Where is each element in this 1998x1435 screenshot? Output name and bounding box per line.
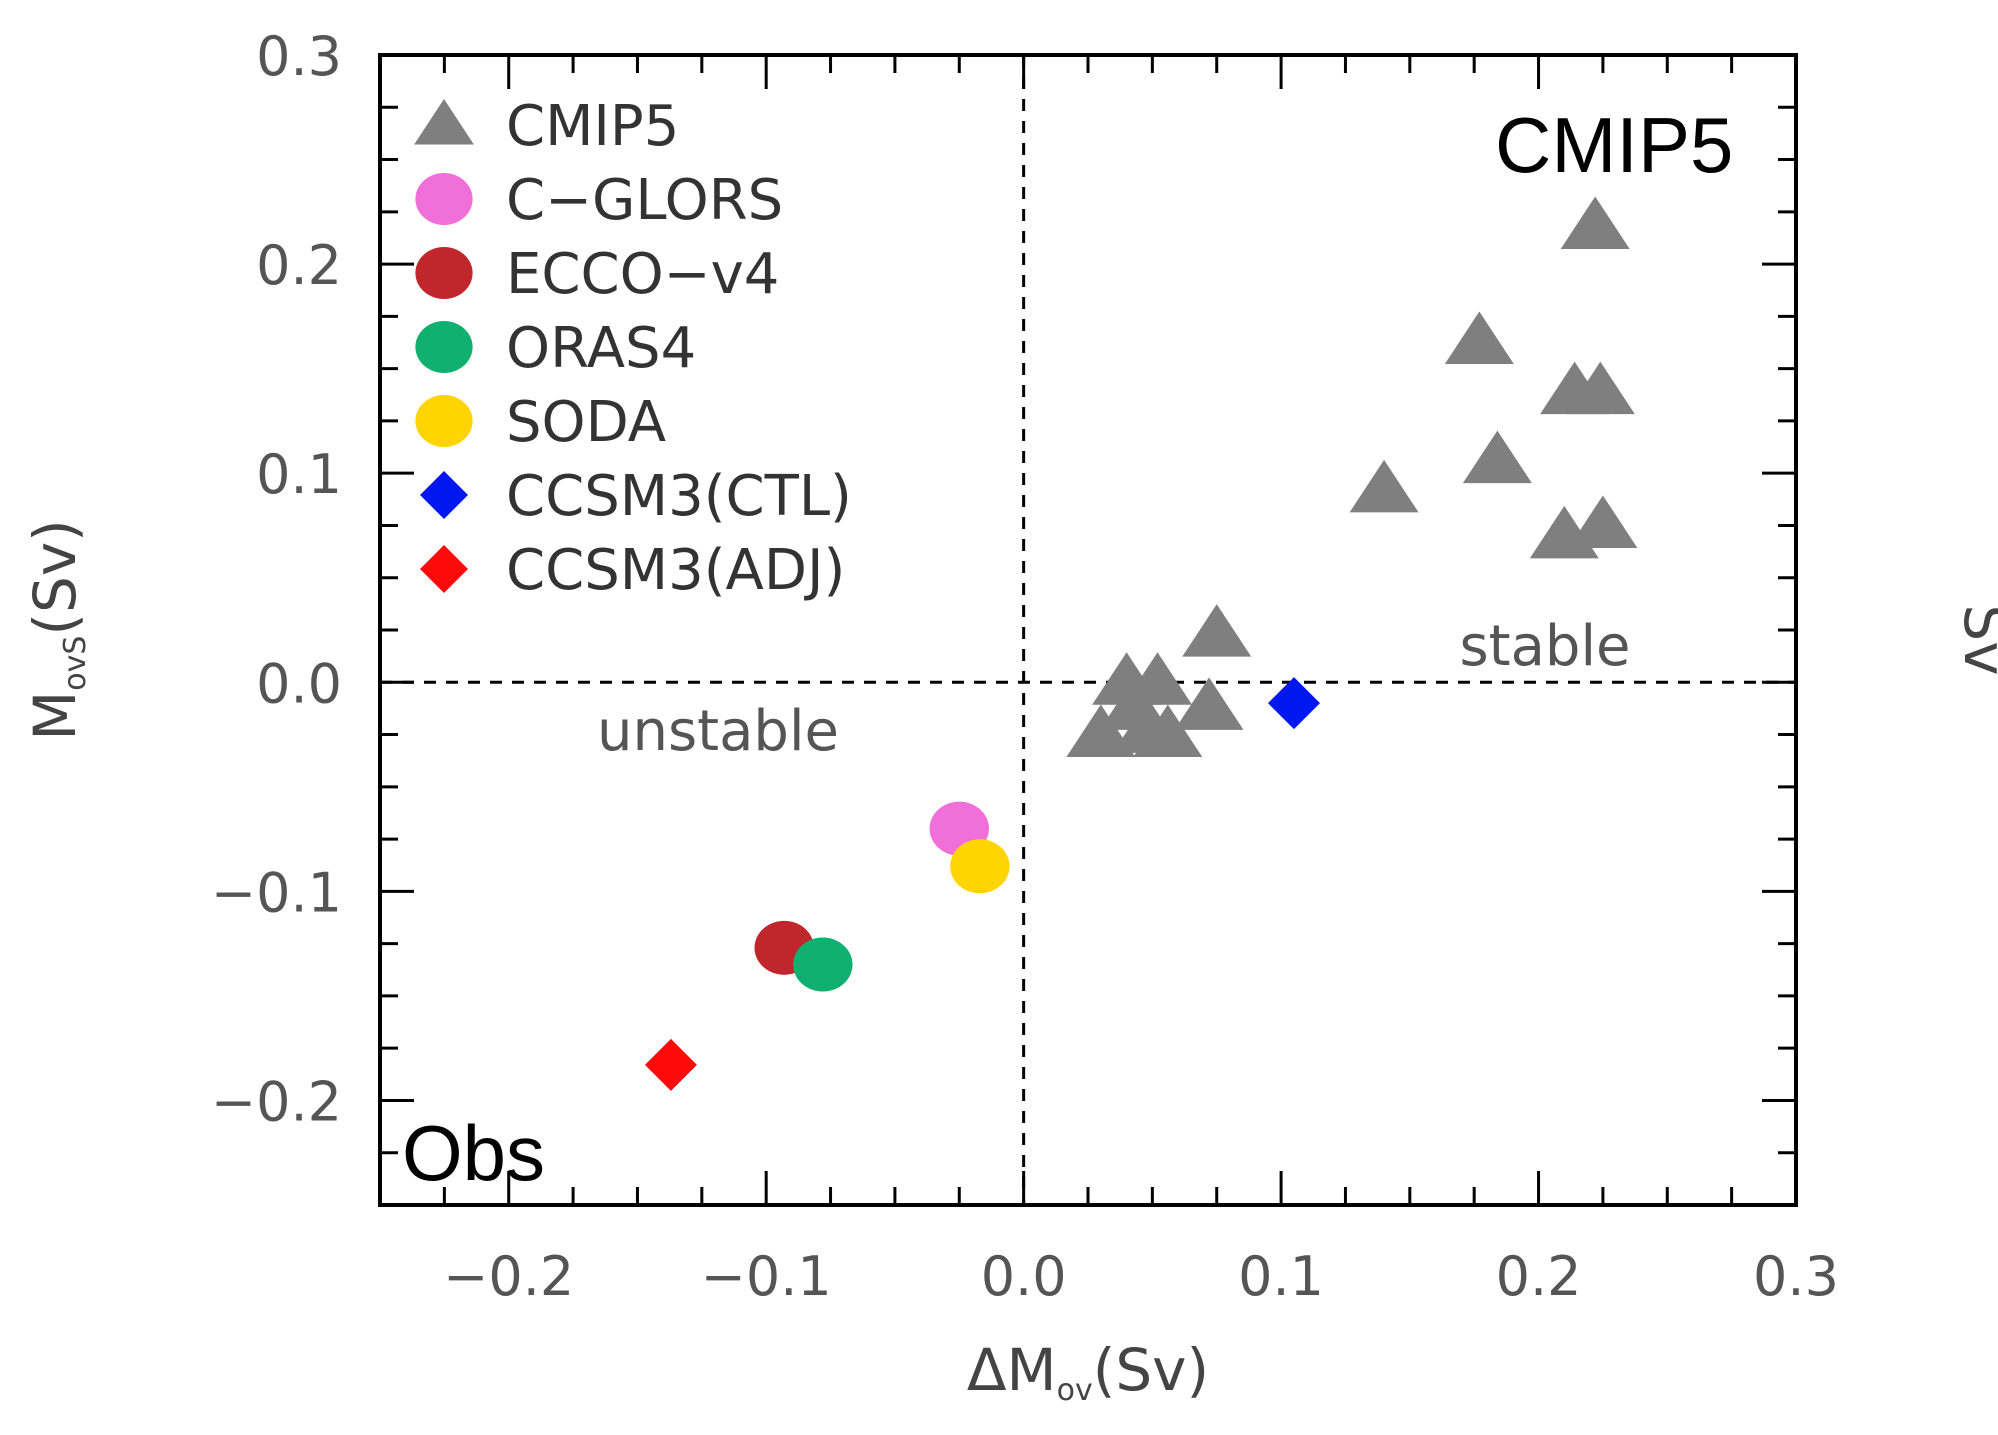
unstable-region-label: unstable (597, 699, 839, 764)
legend-marker (415, 173, 473, 225)
data-point (1444, 311, 1514, 364)
x-tick-label: 0.3 (1753, 1245, 1839, 1308)
y-tick-label: 0.1 (256, 443, 342, 506)
legend-label: ECCO−v4 (506, 242, 779, 307)
y-tick-label: 0.0 (256, 652, 342, 715)
x-tick-label: 0.0 (981, 1245, 1067, 1308)
legend-marker (415, 395, 473, 447)
legend-label: CCSM3(CTL) (506, 464, 852, 529)
y-axis-label-main: M (21, 691, 89, 741)
legend-marker (414, 99, 474, 145)
data-point (1182, 604, 1252, 657)
x-tick-label: −0.1 (701, 1245, 832, 1308)
y-tick-label: −0.2 (211, 1070, 342, 1133)
tick-marks (378, 53, 1798, 1207)
legend-label: SODA (506, 390, 666, 455)
plot-frame (378, 53, 1798, 1207)
x-axis-label: ΔMov(Sv) (967, 1336, 1209, 1408)
stable-region-label: stable (1459, 614, 1630, 679)
legend-label: ORAS4 (506, 316, 696, 381)
data-point (950, 839, 1010, 894)
data-point (1565, 361, 1635, 415)
data-point (1099, 677, 1169, 730)
y-axis-label-unit: (Sv) (21, 519, 89, 635)
legend-label: C−GLORS (506, 168, 783, 233)
legend-label: CCSM3(ADJ) (506, 538, 845, 603)
data-points (644, 196, 1638, 1091)
legend-marker (420, 545, 468, 593)
data-point (1349, 459, 1419, 513)
y-tick-label: −0.1 (211, 861, 342, 924)
data-point (1568, 495, 1638, 548)
data-point (1174, 677, 1244, 730)
data-point (1066, 704, 1136, 758)
data-point (644, 1038, 697, 1091)
legend-label: CMIP5 (506, 94, 679, 159)
x-axis-label-unit: (Sv) (1093, 1336, 1209, 1404)
obs-panel-label: Obs (402, 1109, 545, 1197)
x-tick-label: 0.1 (1238, 1245, 1324, 1308)
legend-marker (415, 247, 473, 299)
legend-marker (415, 321, 473, 373)
y-axis-label: MovS(Sv) (21, 519, 93, 741)
right-axis-label: Sv (1951, 604, 1998, 675)
data-point (793, 937, 853, 992)
tick-labels: −0.2 −0.1 0.0 0.1 0.2 0.3 −0.2 −0.1 0.0 0.1 0.2 0.3 (211, 25, 1839, 1308)
data-point (1462, 430, 1532, 484)
x-tick-label: 0.2 (1496, 1245, 1582, 1308)
legend-marker (420, 471, 468, 519)
cmip5-panel-label: CMIP5 (1495, 101, 1733, 189)
legend: CMIP5 C−GLORS ECCO−v4 ORAS4 SODA CCSM3(CTL) CC… (414, 94, 852, 603)
y-axis-label-sub: ovS (58, 636, 93, 691)
y-tick-label: 0.2 (256, 234, 342, 297)
data-point (1560, 196, 1630, 249)
x-tick-label: −0.2 (443, 1245, 574, 1308)
x-axis-label-main: ΔM (967, 1336, 1057, 1404)
y-tick-label: 0.3 (256, 25, 342, 88)
data-point (1133, 704, 1203, 758)
x-axis-label-sub: ov (1057, 1373, 1093, 1408)
data-point (1267, 677, 1320, 730)
